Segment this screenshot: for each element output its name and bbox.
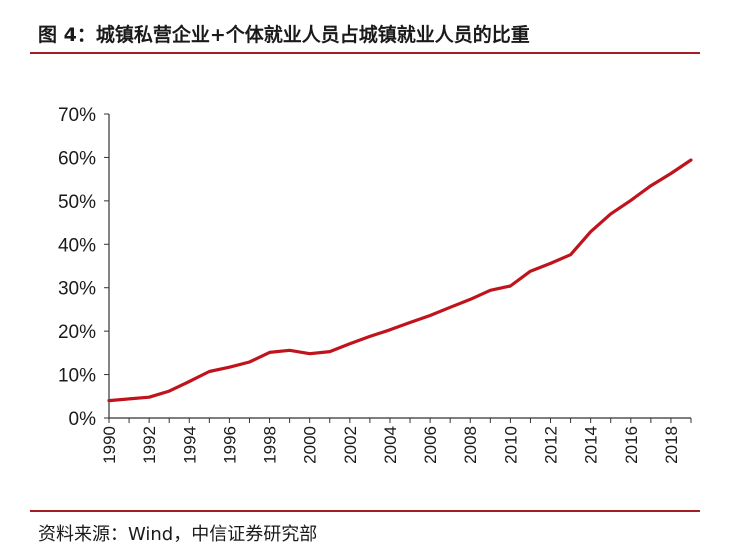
x-tick-label: 2012 xyxy=(542,426,561,464)
figure-title: 图 4：城镇私营企业+个体就业人员占城镇就业人员的比重 xyxy=(38,24,530,46)
series-group xyxy=(107,158,693,403)
x-tick-label: 1992 xyxy=(140,426,159,464)
x-tick-label: 2004 xyxy=(381,426,400,464)
top-rule xyxy=(30,52,700,54)
y-axis-ticks: 0% 10% 20% 30% 40% 50% 60% 70% xyxy=(58,105,109,430)
x-tick-label: 2018 xyxy=(662,426,681,464)
x-tick-label: 2008 xyxy=(461,426,480,464)
bottom-rule xyxy=(30,510,700,512)
x-tick-label: 1998 xyxy=(261,426,280,464)
y-tick-label: 70% xyxy=(58,105,96,126)
x-tick-label: 2014 xyxy=(582,426,601,464)
x-tick-label: 2010 xyxy=(501,426,520,464)
y-tick-label: 0% xyxy=(69,409,97,430)
x-tick-label: 1996 xyxy=(220,426,239,464)
x-tick-label: 2006 xyxy=(421,426,440,464)
y-tick-label: 50% xyxy=(58,192,96,213)
x-axis-ticks: 1990 1992 1994 1996 1998 2000 2002 2004 2006 2008… xyxy=(100,418,692,464)
y-tick-label: 20% xyxy=(58,322,96,343)
x-tick-label: 2016 xyxy=(622,426,641,464)
x-tick-label: 1990 xyxy=(100,426,119,464)
series-line xyxy=(107,158,693,403)
y-tick-label: 60% xyxy=(58,148,96,169)
y-tick-label: 40% xyxy=(58,235,96,256)
x-tick-label: 2000 xyxy=(301,426,320,464)
y-tick-label: 10% xyxy=(58,366,96,387)
x-tick-label: 1994 xyxy=(180,426,199,464)
x-tick-label: 2002 xyxy=(341,426,360,464)
source-note: 资料来源：Wind，中信证券研究部 xyxy=(38,524,318,545)
y-tick-label: 30% xyxy=(58,279,96,300)
